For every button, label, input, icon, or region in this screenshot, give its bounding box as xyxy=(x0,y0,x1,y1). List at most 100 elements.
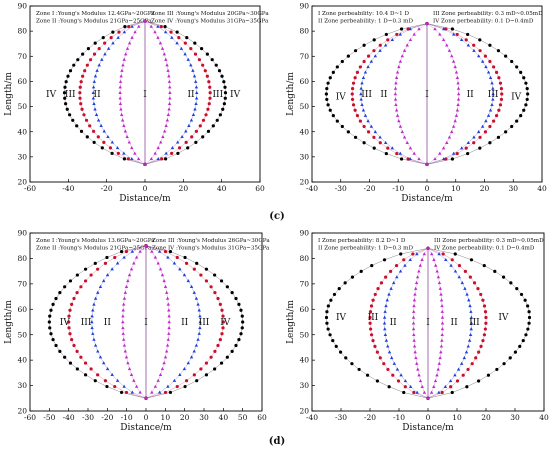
data-point-3 xyxy=(433,157,437,161)
data-point-2 xyxy=(382,315,387,319)
data-point-3 xyxy=(439,344,444,348)
data-point-0 xyxy=(482,263,486,268)
data-point-3 xyxy=(412,344,417,348)
data-point-1 xyxy=(207,80,211,84)
data-point-2 xyxy=(110,267,114,271)
data-point-2 xyxy=(359,86,363,90)
data-point-0 xyxy=(237,338,241,342)
data-point-0 xyxy=(346,54,350,58)
data-point-1 xyxy=(67,320,71,324)
data-point-0 xyxy=(83,267,88,271)
data-point-2 xyxy=(122,151,126,155)
data-point-0 xyxy=(75,124,79,128)
data-point-3 xyxy=(162,279,166,283)
zone-label: II xyxy=(390,318,398,328)
data-point-3 xyxy=(161,134,165,139)
data-point-0 xyxy=(200,47,204,51)
data-point-0 xyxy=(194,140,198,144)
data-point-2 xyxy=(189,118,194,122)
y-tick-label: 70 xyxy=(299,52,309,61)
data-point-2 xyxy=(488,108,493,112)
data-point-3 xyxy=(394,102,398,107)
zone-label: I xyxy=(143,90,147,100)
data-point-2 xyxy=(130,249,135,253)
data-point-3 xyxy=(415,275,420,279)
data-point-0 xyxy=(335,65,339,69)
data-point-2 xyxy=(466,43,471,47)
data-point-3 xyxy=(134,255,139,259)
data-point-0 xyxy=(93,41,97,45)
data-point-1 xyxy=(479,344,483,348)
data-point-2 xyxy=(122,384,126,388)
zone-label: IV xyxy=(511,93,522,103)
zone-label: II xyxy=(104,318,112,328)
data-point-2 xyxy=(194,296,199,300)
y-tick-label: 80 xyxy=(299,27,309,36)
y-tick-label: 60 xyxy=(299,77,309,86)
data-point-0 xyxy=(123,24,127,29)
data-point-3 xyxy=(167,101,172,105)
data-point-3 xyxy=(118,101,123,105)
data-point-0 xyxy=(478,38,482,42)
data-point-1 xyxy=(67,314,71,318)
data-point-2 xyxy=(390,146,395,150)
data-point-1 xyxy=(378,356,382,360)
data-point-1 xyxy=(362,124,366,129)
data-point-1 xyxy=(488,59,492,64)
legend-entry: II Zone perbeability: 1 D~0.3 mD xyxy=(318,246,413,252)
data-point-1 xyxy=(366,130,371,134)
data-point-0 xyxy=(508,356,512,360)
data-point-2 xyxy=(385,298,389,302)
data-point-0 xyxy=(68,279,73,283)
data-point-0 xyxy=(230,349,234,353)
data-point-3 xyxy=(418,263,423,267)
data-point-3 xyxy=(120,118,125,122)
x-tick-label: 50 xyxy=(238,413,248,422)
y-tick-label: 80 xyxy=(299,254,309,263)
data-point-0 xyxy=(343,281,347,285)
data-point-3 xyxy=(451,59,456,63)
data-point-3 xyxy=(167,320,171,324)
data-point-2 xyxy=(369,59,374,63)
data-point-1 xyxy=(109,36,113,40)
data-point-3 xyxy=(402,48,407,52)
data-point-3 xyxy=(426,396,430,400)
data-point-3 xyxy=(118,96,122,100)
data-point-3 xyxy=(397,65,401,69)
data-point-1 xyxy=(455,379,460,383)
data-point-3 xyxy=(456,102,460,107)
data-point-3 xyxy=(162,361,166,365)
data-point-2 xyxy=(363,113,368,117)
data-point-1 xyxy=(464,146,468,150)
data-point-0 xyxy=(515,119,519,123)
data-point-0 xyxy=(79,129,84,133)
data-point-2 xyxy=(486,113,491,117)
data-point-2 xyxy=(189,355,194,359)
x-tick-label: 0 xyxy=(425,184,430,193)
data-point-2 xyxy=(110,140,115,144)
legend-entry: Zone IV :Young's Modulus 31GPa~35GPa xyxy=(151,19,269,25)
data-point-0 xyxy=(522,108,526,112)
data-point-2 xyxy=(408,27,412,31)
data-point-3 xyxy=(451,124,456,128)
data-point-3 xyxy=(118,90,122,94)
data-point-1 xyxy=(216,296,220,301)
data-point-1 xyxy=(498,103,503,107)
data-point-3 xyxy=(440,321,445,325)
data-point-2 xyxy=(182,367,187,371)
data-point-1 xyxy=(85,63,89,67)
data-point-0 xyxy=(510,124,514,129)
data-point-3 xyxy=(394,108,399,112)
data-point-2 xyxy=(197,308,201,312)
data-point-2 xyxy=(101,361,106,365)
data-point-3 xyxy=(453,65,457,69)
data-point-2 xyxy=(196,302,200,306)
data-point-2 xyxy=(463,286,467,290)
zone-label: II xyxy=(451,318,459,328)
data-point-0 xyxy=(214,63,218,67)
data-point-3 xyxy=(162,52,167,56)
legend-entry: I Zone perbeability: 8.2 D~1 D xyxy=(318,238,406,244)
x-tick-label: 30 xyxy=(199,413,209,422)
data-point-3 xyxy=(123,52,128,56)
data-point-1 xyxy=(441,252,445,256)
